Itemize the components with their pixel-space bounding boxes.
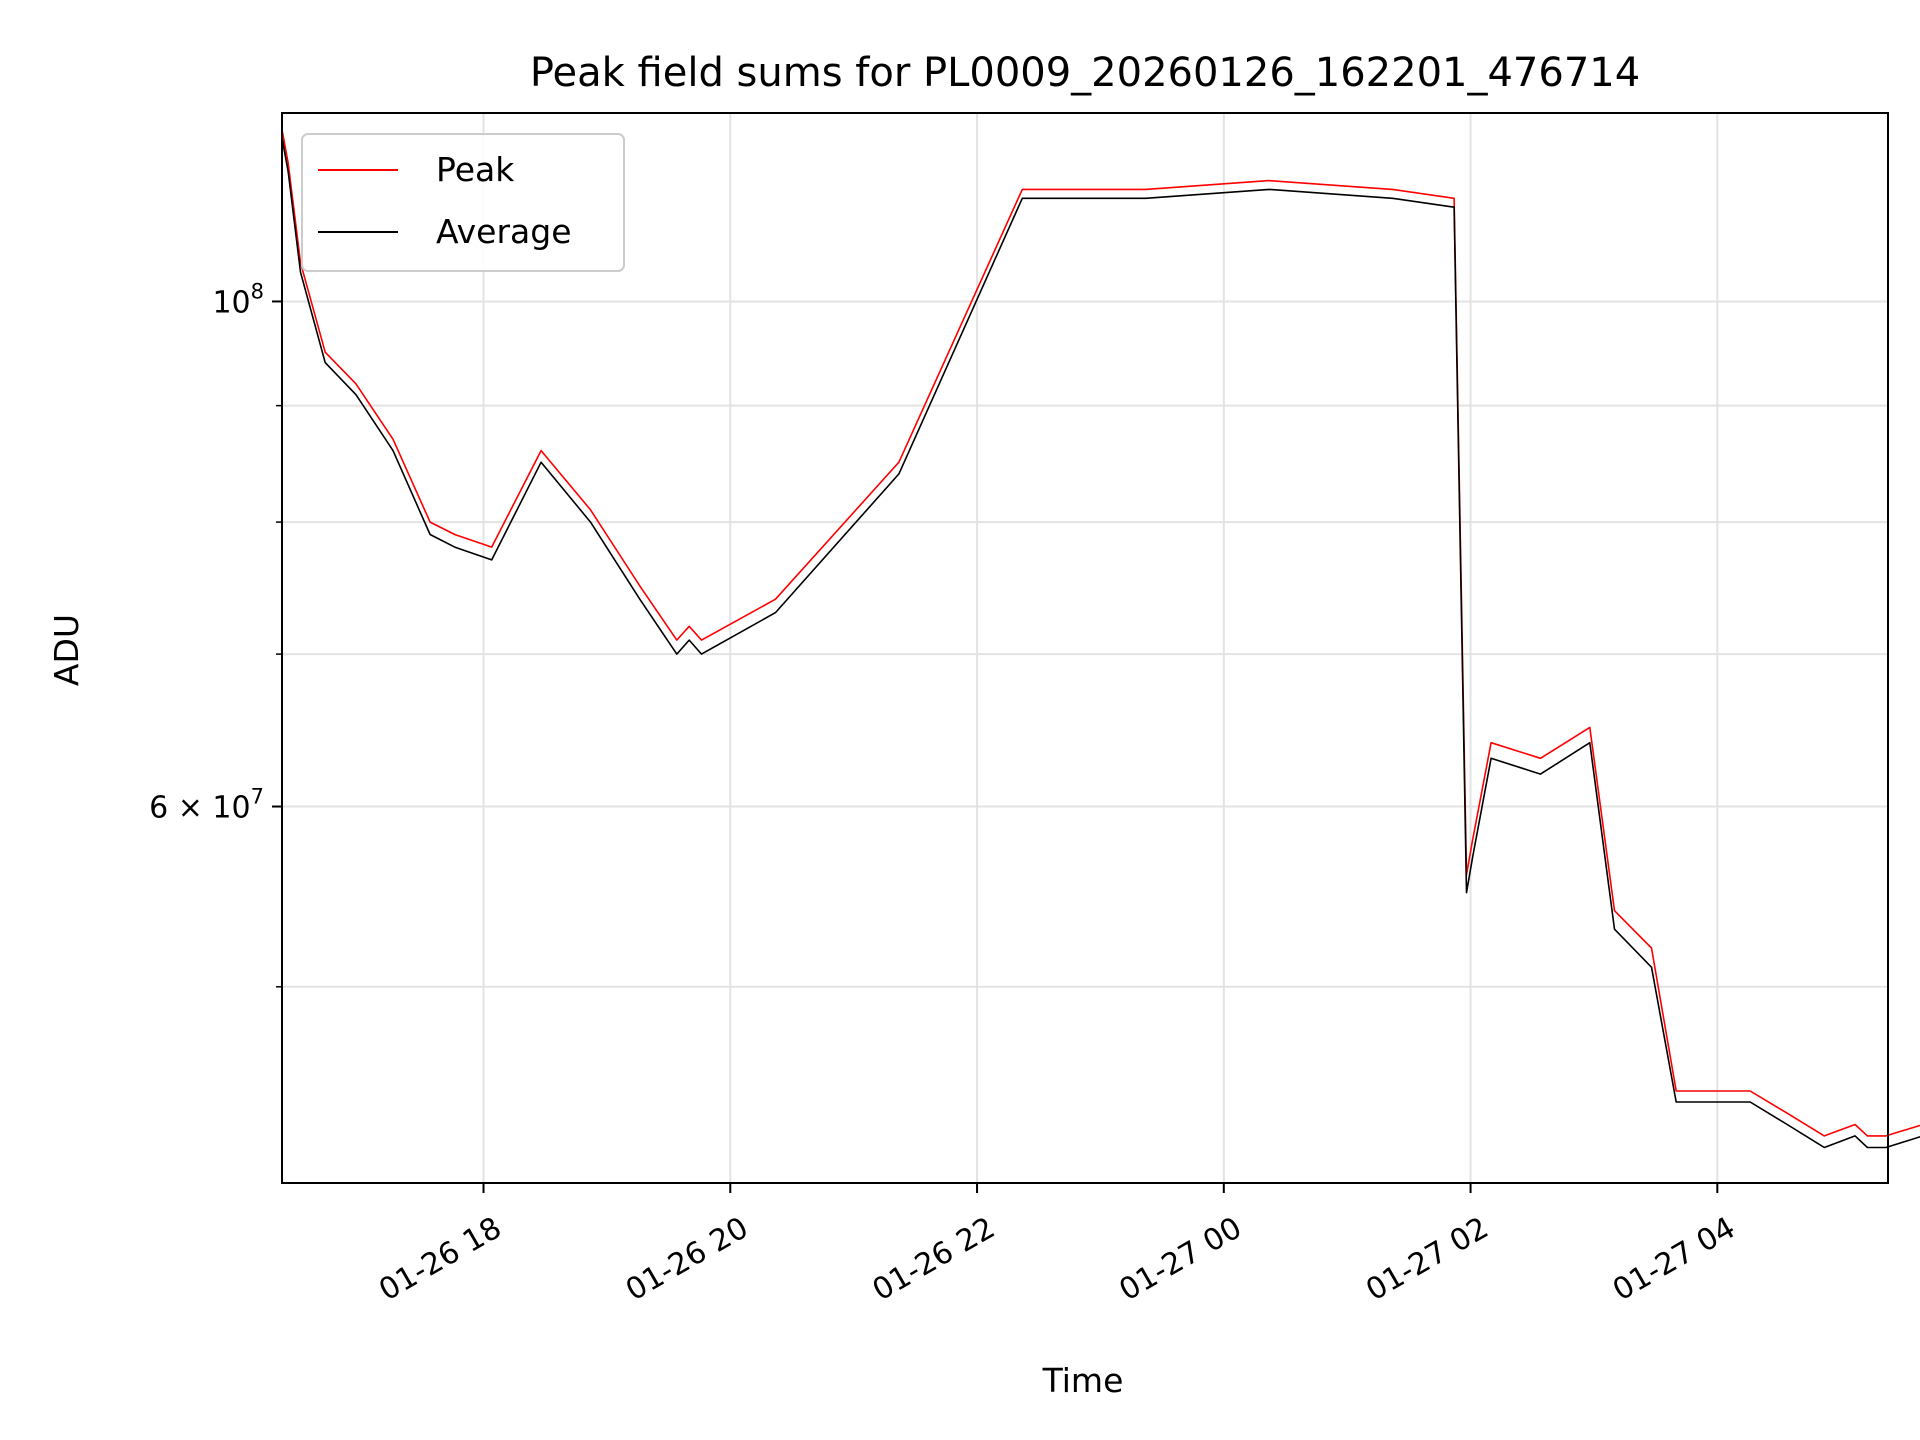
- plot-frame: [281, 112, 1889, 1184]
- chart-title: Peak field sums for PL0009_20260126_1622…: [530, 50, 1640, 96]
- series-line-peak: [281, 129, 1920, 1137]
- legend: Peak Average: [301, 133, 625, 272]
- y-tick-label: 6 × 107: [149, 785, 264, 826]
- y-axis-label: ADU: [47, 614, 86, 686]
- legend-box: [301, 133, 625, 272]
- legend-peak-label: Peak: [436, 150, 515, 189]
- series-line-average: [281, 137, 1920, 1149]
- series-layer: [281, 129, 1920, 1149]
- x-axis-label: Time: [1042, 1361, 1124, 1400]
- legend-average-label: Average: [436, 212, 572, 251]
